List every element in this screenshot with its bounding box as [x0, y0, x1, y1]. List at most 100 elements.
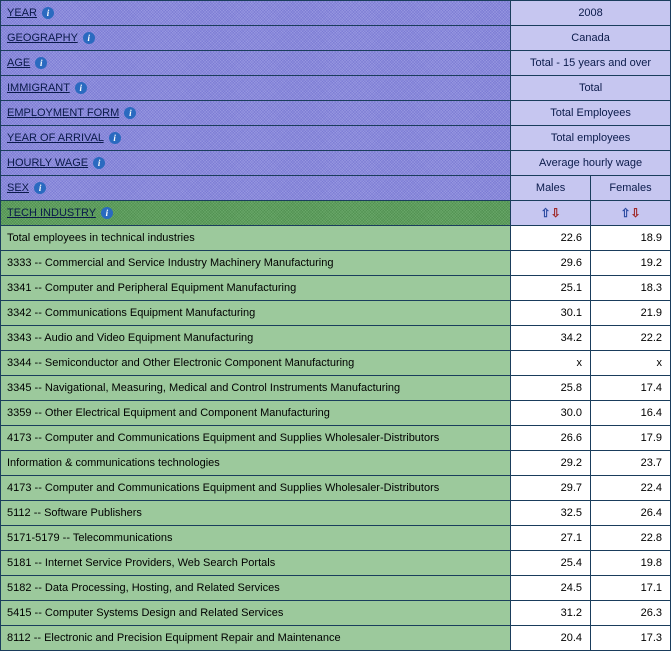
- row-label: 3341 -- Computer and Peripheral Equipmen…: [1, 276, 511, 301]
- info-icon[interactable]: i: [109, 132, 121, 144]
- table-row: 5171-5179 -- Telecommunications27.122.8: [1, 526, 671, 551]
- row-value-females: 22.2: [591, 326, 671, 351]
- filter-value-cell: Total - 15 years and over: [511, 51, 671, 76]
- table-row: 3359 -- Other Electrical Equipment and C…: [1, 401, 671, 426]
- filter-row: GEOGRAPHY i Canada: [1, 26, 671, 51]
- row-label: 5171-5179 -- Telecommunications: [1, 526, 511, 551]
- row-value-males: 24.5: [511, 576, 591, 601]
- filter-label-cell: IMMIGRANT i: [1, 76, 511, 101]
- row-value-males: 30.1: [511, 301, 591, 326]
- info-icon[interactable]: i: [34, 182, 46, 194]
- data-table: YEAR i2008GEOGRAPHY iCanadaAGE iTotal - …: [0, 0, 671, 651]
- column-header-females: Females: [591, 176, 671, 201]
- filter-label-cell: AGE i: [1, 51, 511, 76]
- tech-industry-link[interactable]: TECH INDUSTRY: [7, 207, 96, 219]
- row-label: 3359 -- Other Electrical Equipment and C…: [1, 401, 511, 426]
- row-value-males: 20.4: [511, 626, 591, 651]
- row-label: 8112 -- Electronic and Precision Equipme…: [1, 626, 511, 651]
- info-icon[interactable]: i: [75, 82, 87, 94]
- info-icon[interactable]: i: [124, 107, 136, 119]
- row-value-males: 30.0: [511, 401, 591, 426]
- table-row: 5112 -- Software Publishers32.526.4: [1, 501, 671, 526]
- row-value-males: 29.7: [511, 476, 591, 501]
- table-row: 4173 -- Computer and Communications Equi…: [1, 476, 671, 501]
- sort-cell-males: ⇧⇩: [511, 201, 591, 226]
- row-value-males: 29.2: [511, 451, 591, 476]
- sort-desc-icon[interactable]: ⇩: [631, 207, 641, 219]
- filter-label-cell: YEAR OF ARRIVAL i: [1, 126, 511, 151]
- row-label: 4173 -- Computer and Communications Equi…: [1, 476, 511, 501]
- tech-header-row: TECH INDUSTRY i⇧⇩⇧⇩: [1, 201, 671, 226]
- table-row: 3341 -- Computer and Peripheral Equipmen…: [1, 276, 671, 301]
- row-value-females: 17.1: [591, 576, 671, 601]
- row-value-females: 26.3: [591, 601, 671, 626]
- sort-asc-icon[interactable]: ⇧: [620, 207, 630, 219]
- filter-link[interactable]: IMMIGRANT: [7, 82, 70, 94]
- filter-link[interactable]: EMPLOYMENT FORM: [7, 107, 119, 119]
- row-label: 4173 -- Computer and Communications Equi…: [1, 426, 511, 451]
- row-value-males: x: [511, 351, 591, 376]
- sort-control[interactable]: ⇧⇩: [541, 207, 561, 219]
- filter-link[interactable]: GEOGRAPHY: [7, 32, 78, 44]
- filter-label-cell: EMPLOYMENT FORM i: [1, 101, 511, 126]
- row-value-females: 19.8: [591, 551, 671, 576]
- filter-link[interactable]: HOURLY WAGE: [7, 157, 88, 169]
- row-value-females: 22.8: [591, 526, 671, 551]
- row-value-males: 22.6: [511, 226, 591, 251]
- table-row: 3343 -- Audio and Video Equipment Manufa…: [1, 326, 671, 351]
- filter-link[interactable]: AGE: [7, 57, 30, 69]
- info-icon[interactable]: i: [93, 157, 105, 169]
- row-value-females: 23.7: [591, 451, 671, 476]
- table-row: 5181 -- Internet Service Providers, Web …: [1, 551, 671, 576]
- row-value-males: 25.4: [511, 551, 591, 576]
- filter-row: YEAR OF ARRIVAL iTotal employees: [1, 126, 671, 151]
- table-row: 3344 -- Semiconductor and Other Electron…: [1, 351, 671, 376]
- filter-row: EMPLOYMENT FORM iTotal Employees: [1, 101, 671, 126]
- row-value-males: 27.1: [511, 526, 591, 551]
- info-icon[interactable]: i: [83, 32, 95, 44]
- row-value-females: 16.4: [591, 401, 671, 426]
- sort-asc-icon[interactable]: ⇧: [541, 207, 551, 219]
- filter-value-cell: Canada: [511, 26, 671, 51]
- row-value-females: 19.2: [591, 251, 671, 276]
- sort-control[interactable]: ⇧⇩: [620, 207, 640, 219]
- filter-label-cell: HOURLY WAGE i: [1, 151, 511, 176]
- filter-row: AGE iTotal - 15 years and over: [1, 51, 671, 76]
- row-label: 3343 -- Audio and Video Equipment Manufa…: [1, 326, 511, 351]
- filter-value-cell: Average hourly wage: [511, 151, 671, 176]
- row-value-males: 32.5: [511, 501, 591, 526]
- row-value-females: 22.4: [591, 476, 671, 501]
- table-row: 3333 -- Commercial and Service Industry …: [1, 251, 671, 276]
- sex-link[interactable]: SEX: [7, 182, 29, 194]
- table-row: 4173 -- Computer and Communications Equi…: [1, 426, 671, 451]
- filter-link[interactable]: YEAR: [7, 7, 37, 19]
- filter-value-cell: Total employees: [511, 126, 671, 151]
- sort-cell-females: ⇧⇩: [591, 201, 671, 226]
- row-value-females: 17.9: [591, 426, 671, 451]
- filter-link[interactable]: YEAR OF ARRIVAL: [7, 132, 104, 144]
- filter-label-cell: YEAR i: [1, 1, 511, 26]
- row-value-females: 18.3: [591, 276, 671, 301]
- filter-value-cell: Total Employees: [511, 101, 671, 126]
- row-value-males: 25.1: [511, 276, 591, 301]
- row-value-males: 26.6: [511, 426, 591, 451]
- sort-desc-icon[interactable]: ⇩: [551, 207, 561, 219]
- info-icon[interactable]: i: [35, 57, 47, 69]
- row-value-males: 25.8: [511, 376, 591, 401]
- row-label: 5112 -- Software Publishers: [1, 501, 511, 526]
- sex-header-row: SEX iMalesFemales: [1, 176, 671, 201]
- row-value-females: x: [591, 351, 671, 376]
- row-label: Total employees in technical industries: [1, 226, 511, 251]
- table-row: Total employees in technical industries2…: [1, 226, 671, 251]
- row-label: 5415 -- Computer Systems Design and Rela…: [1, 601, 511, 626]
- row-label: 5181 -- Internet Service Providers, Web …: [1, 551, 511, 576]
- row-label: Information & communications technologie…: [1, 451, 511, 476]
- info-icon[interactable]: i: [42, 7, 54, 19]
- tech-label-cell: TECH INDUSTRY i: [1, 201, 511, 226]
- row-value-females: 17.4: [591, 376, 671, 401]
- row-value-females: 21.9: [591, 301, 671, 326]
- filter-value-cell: 2008: [511, 1, 671, 26]
- info-icon[interactable]: i: [101, 207, 113, 219]
- filter-value-cell: Total: [511, 76, 671, 101]
- table-row: Information & communications technologie…: [1, 451, 671, 476]
